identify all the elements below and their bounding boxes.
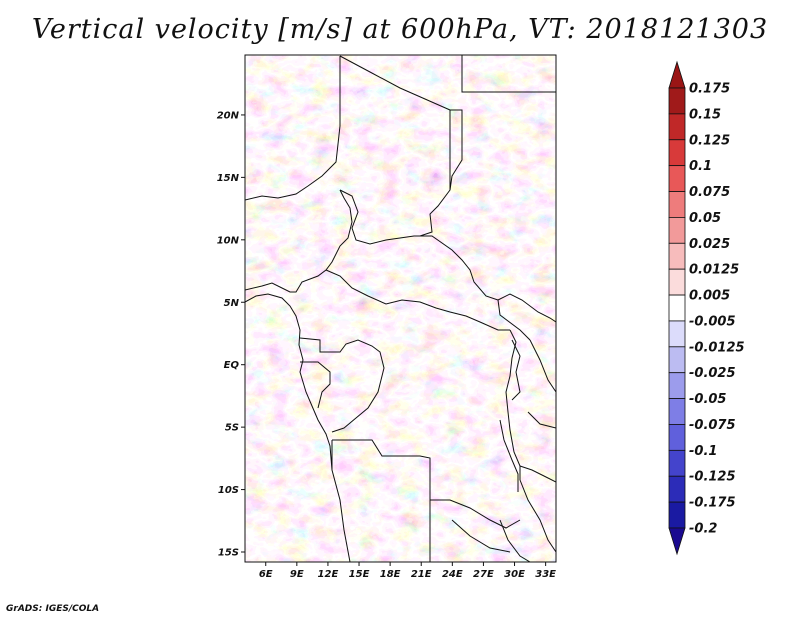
- lon-tick-label: 12E: [318, 569, 339, 580]
- chart-title: Vertical velocity [m/s] at 600hPa, VT: 2…: [31, 14, 769, 45]
- colorbar-label: 0.05: [689, 211, 721, 226]
- colorbar-swatch: [668, 346, 686, 374]
- colorbar-label: -0.2: [689, 522, 717, 537]
- colorbar-swatch: [668, 501, 686, 529]
- colorbar-swatch: [668, 217, 686, 244]
- colorbar-label: -0.05: [689, 392, 726, 407]
- lat-tick-label: 10S: [218, 485, 239, 496]
- colorbar-label: -0.125: [689, 470, 736, 485]
- lat-tick-label: 15N: [217, 173, 240, 184]
- lat-tick-label: 5S: [225, 423, 239, 434]
- colorbar-swatch: [668, 320, 686, 348]
- colorbar-swatch: [668, 424, 686, 451]
- colorbar-swatch: [668, 449, 686, 477]
- colorbar-swatch: [668, 165, 686, 192]
- colorbar-bottom-arrow: [668, 527, 686, 556]
- lat-tick-label: 20N: [217, 110, 240, 121]
- longitude-axis: 6E 9E 12E 15E 18E 21E 24E 27E 30E 33E: [259, 562, 556, 580]
- lat-tick-label: 10N: [217, 235, 240, 246]
- colorbar-label: 0.15: [689, 107, 721, 122]
- colorbar-swatch: [668, 139, 686, 167]
- lat-tick-label: EQ: [224, 360, 240, 371]
- colorbar-label: -0.175: [689, 496, 736, 511]
- colorbar-swatch: [668, 87, 686, 115]
- map-frame: [244, 54, 557, 563]
- lat-tick-label: 15S: [218, 548, 239, 559]
- colorbar-label: 0.0125: [689, 263, 739, 278]
- colorbar: 0.175 0.15 0.125 0.1 0.075 0.05 0.025 0.0125 0.0…: [668, 60, 745, 556]
- colorbar-swatch: [668, 372, 686, 399]
- lon-tick-label: 6E: [259, 569, 273, 580]
- colorbar-swatch: [668, 191, 686, 218]
- colorbar-label: -0.1: [689, 444, 717, 459]
- velocity-field: [245, 55, 556, 562]
- colorbar-label: -0.005: [689, 314, 736, 329]
- colorbar-swatch: [668, 475, 686, 503]
- lon-tick-label: 9E: [290, 569, 304, 580]
- colorbar-swatch: [668, 398, 686, 425]
- lon-tick-label: 27E: [473, 569, 494, 580]
- lon-tick-label: 33E: [535, 569, 556, 580]
- colorbar-label: -0.025: [689, 366, 736, 381]
- lon-tick-label: 24E: [442, 569, 463, 580]
- colorbar-label: 0.075: [689, 185, 730, 200]
- colorbar-label: 0.1: [689, 159, 712, 174]
- colorbar-label: -0.075: [689, 418, 736, 433]
- colorbar-swatch: [668, 113, 686, 141]
- colorbar-swatch: [668, 242, 686, 270]
- colorbar-swatch: [668, 268, 686, 296]
- colorbar-swatch: [668, 294, 686, 322]
- colorbar-label: 0.025: [689, 237, 730, 252]
- footer-credit: GrADS: IGES/COLA: [6, 604, 100, 614]
- lon-tick-label: 18E: [380, 569, 401, 580]
- lon-tick-label: 30E: [504, 569, 525, 580]
- lon-tick-label: 15E: [349, 569, 370, 580]
- country-borders: [245, 55, 556, 562]
- colorbar-label: 0.125: [689, 133, 730, 148]
- colorbar-label: 0.175: [689, 82, 730, 97]
- lon-tick-label: 21E: [411, 569, 432, 580]
- lat-tick-label: 5N: [224, 298, 240, 309]
- colorbar-label: -0.0125: [689, 340, 745, 355]
- colorbar-label: 0.005: [689, 289, 730, 304]
- colorbar-top-arrow: [668, 60, 686, 89]
- latitude-axis: 20N 15N 10N 5N EQ 5S 10S 15S: [217, 110, 245, 559]
